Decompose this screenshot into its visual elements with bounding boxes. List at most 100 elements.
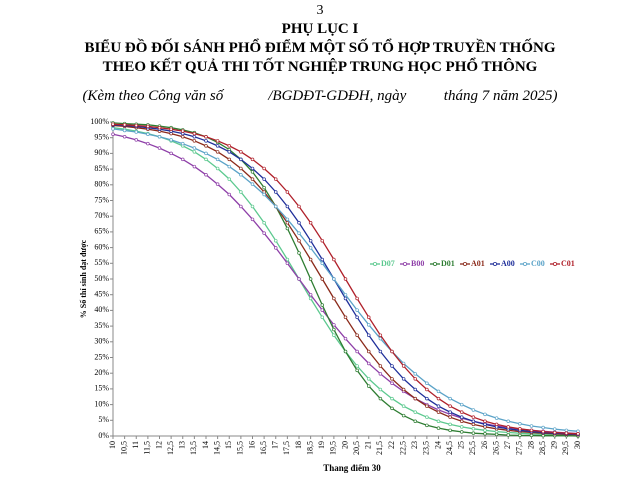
x-tick-label: 21 [364, 441, 373, 449]
point-marker [378, 349, 383, 354]
point-marker [227, 150, 232, 154]
point-marker [239, 190, 243, 194]
x-tick-label: 24 [433, 441, 442, 449]
point-marker [320, 303, 325, 307]
x-tick-label: 28 [526, 441, 535, 449]
x-tick-label: 25 [457, 441, 466, 449]
y-tick-label: 10% [94, 399, 109, 408]
point-marker [401, 364, 406, 368]
point-marker [529, 428, 534, 433]
point-marker [181, 141, 185, 146]
point-marker [471, 422, 476, 427]
point-marker [471, 415, 476, 419]
point-marker [181, 135, 185, 139]
point-marker [378, 336, 383, 341]
point-marker [460, 425, 464, 429]
legend-marker [432, 261, 437, 266]
point-marker [111, 122, 115, 126]
point-marker [378, 372, 383, 376]
point-marker [285, 204, 290, 209]
point-marker [320, 308, 325, 312]
point-marker [204, 151, 208, 156]
point-marker [146, 132, 150, 136]
point-marker [367, 361, 371, 366]
y-tick-label: 40% [94, 305, 109, 314]
point-marker [448, 428, 452, 433]
x-tick-label: 12 [154, 441, 163, 449]
point-marker [262, 177, 266, 181]
point-marker [390, 381, 394, 385]
point-marker [250, 217, 255, 222]
point-marker [169, 138, 173, 142]
point-marker [425, 423, 429, 428]
point-marker [413, 377, 418, 381]
heading-line: BIỂU ĐỒ ĐỐI SÁNH PHỔ ĐIỂM MỘT SỐ TỔ HỢP … [84, 40, 556, 56]
x-tick-label: 13,5 [189, 441, 198, 455]
point-marker [192, 146, 197, 150]
x-tick-label: 17 [271, 441, 280, 449]
point-marker [494, 416, 499, 420]
point-marker [308, 296, 313, 301]
point-marker [204, 144, 208, 148]
x-tick-label: 23 [410, 441, 419, 449]
legend-label: C01 [561, 259, 575, 268]
point-marker [320, 315, 325, 320]
legend-marker [553, 261, 558, 266]
y-tick-label: 50% [94, 274, 109, 283]
point-marker [483, 432, 487, 436]
point-marker [250, 157, 255, 162]
point-marker [494, 429, 499, 434]
point-marker [250, 177, 255, 181]
point-marker [355, 315, 359, 320]
point-marker [529, 424, 534, 428]
x-tick-label: 26,5 [491, 441, 500, 455]
legend-label: C00 [531, 259, 545, 268]
point-marker [297, 251, 301, 255]
point-marker [401, 377, 406, 381]
point-marker [413, 410, 418, 414]
point-marker [436, 419, 441, 423]
x-tick-label: 12,5 [166, 441, 175, 455]
point-marker [297, 277, 301, 281]
point-marker [192, 139, 197, 143]
point-marker [204, 157, 208, 162]
y-tick-label: 95% [94, 133, 109, 142]
point-marker [122, 128, 127, 133]
point-marker [390, 377, 394, 381]
point-marker [413, 372, 418, 376]
y-tick-label: 75% [94, 195, 109, 204]
point-marker [285, 226, 290, 231]
point-marker [355, 368, 359, 373]
point-marker [297, 221, 301, 225]
point-marker [262, 185, 266, 190]
point-marker [506, 433, 511, 437]
point-marker [367, 333, 371, 337]
point-marker [425, 415, 429, 419]
point-marker [460, 419, 464, 423]
x-tick-label: 29,5 [561, 441, 570, 455]
point-marker [308, 246, 313, 250]
point-marker [192, 135, 197, 139]
point-marker [436, 426, 441, 430]
point-marker [297, 231, 301, 235]
point-marker [448, 422, 452, 427]
y-tick-label: 30% [94, 337, 109, 346]
point-marker [343, 349, 348, 354]
point-marker [215, 144, 220, 148]
y-tick-label: 60% [94, 242, 109, 251]
legend-label: B00 [411, 259, 424, 268]
point-marker [378, 364, 383, 368]
point-marker [367, 315, 371, 320]
y-tick-label: 65% [94, 227, 109, 236]
heading-line: THEO KẾT QUẢ THI TỐT NGHIỆP TRUNG HỌC PH… [102, 59, 538, 75]
y-tick-label: 80% [94, 180, 109, 189]
x-tick-label: 30 [573, 441, 582, 449]
point-marker [355, 308, 359, 312]
x-axis-label: Thang điểm 30 [323, 463, 381, 473]
point-marker [239, 173, 243, 177]
point-marker [367, 384, 371, 388]
point-marker [262, 221, 266, 225]
point-marker [285, 257, 290, 262]
point-marker [134, 123, 139, 128]
y-tick-label: 0% [98, 431, 109, 440]
